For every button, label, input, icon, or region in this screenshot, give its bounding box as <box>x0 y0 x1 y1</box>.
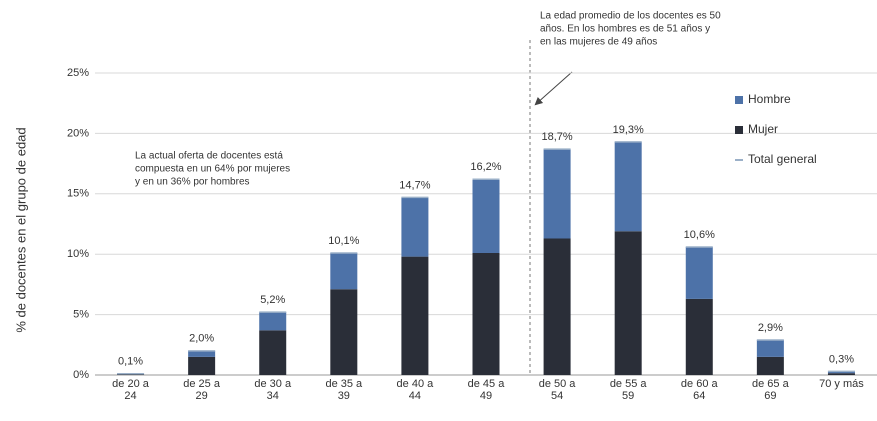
data-label: 0,1% <box>118 356 143 368</box>
legend-swatch <box>735 96 743 104</box>
y-tick-label: 5% <box>73 309 89 321</box>
legend-label: Mujer <box>748 122 778 136</box>
x-tick: de 25 a 29 <box>183 378 220 402</box>
data-label: 18,7% <box>541 131 572 143</box>
bar-segment <box>330 289 358 375</box>
bar-segment <box>117 374 145 375</box>
bar-segment <box>614 231 642 375</box>
bar-segment <box>188 350 216 357</box>
bar-segment <box>614 141 642 232</box>
bar-segment <box>401 197 429 257</box>
data-label: 5,2% <box>260 294 285 306</box>
y-tick-label: 25% <box>67 67 89 79</box>
x-tick: de 35 a 39 <box>325 378 363 402</box>
x-tick-label: de 55 a 59 <box>609 378 647 402</box>
bar-segment <box>330 252 358 290</box>
x-tick-label: de 65 a 69 <box>752 378 789 402</box>
data-label: 0,3% <box>829 353 854 365</box>
y-tick-label: 20% <box>67 127 89 139</box>
bar-segment <box>543 238 571 375</box>
x-tick-label: 70 y más <box>819 378 864 390</box>
annotation: en las mujeres de 49 años <box>540 37 657 48</box>
x-tick: 70 y más <box>819 378 864 390</box>
y-tick-label: 0% <box>73 369 89 381</box>
x-tick-label: de 60 a 64 <box>680 378 718 402</box>
annotation: años. En los hombres es de 51 años y <box>540 24 710 35</box>
annotation-arrow <box>534 71 573 106</box>
bar-segment <box>685 246 713 299</box>
annotation: La edad promedio de los docentes es 50 <box>540 11 721 22</box>
x-tick: de 55 a 59 <box>609 378 647 402</box>
x-tick: de 65 a 69 <box>752 378 789 402</box>
data-label: 2,9% <box>758 322 783 334</box>
data-label: 14,7% <box>399 179 430 191</box>
data-label: 2,0% <box>189 333 214 345</box>
data-label: 16,2% <box>470 161 501 173</box>
bar-segment <box>756 339 784 357</box>
y-tick-label: 10% <box>67 248 89 260</box>
data-label: 19,3% <box>613 124 644 136</box>
legend-label: Hombre <box>748 92 791 106</box>
x-tick-label: de 20 a 24 <box>112 378 149 402</box>
legend-label: Total general <box>748 152 817 166</box>
x-tick-label: de 50 a 54 <box>538 378 576 402</box>
y-axis-label: % de docentes en el grupo de edad <box>13 127 28 332</box>
bar-segment <box>827 373 855 375</box>
bar-segment <box>472 179 500 253</box>
x-tick: de 45 a 49 <box>467 378 505 402</box>
x-tick-label: de 35 a 39 <box>325 378 363 402</box>
data-label: 10,6% <box>684 229 715 241</box>
bar-segment <box>188 356 216 375</box>
annotation: compuesta en un 64% por mujeres <box>135 164 290 175</box>
x-tick: de 30 a 34 <box>254 378 292 402</box>
data-label: 10,1% <box>328 235 359 247</box>
bar-segment <box>472 252 500 375</box>
x-tick: de 20 a 24 <box>112 378 149 402</box>
x-tick: de 60 a 64 <box>680 378 718 402</box>
bar-segment <box>827 371 855 374</box>
annotation: y en un 36% por hombres <box>135 177 250 188</box>
x-tick-label: de 30 a 34 <box>254 378 292 402</box>
bar-segment <box>543 149 571 239</box>
annotation: La actual oferta de docentes está <box>135 151 283 162</box>
x-tick-label: de 25 a 29 <box>183 378 220 402</box>
x-tick-label: de 45 a 49 <box>467 378 505 402</box>
bar-segment <box>401 256 429 375</box>
legend-swatch <box>735 126 743 134</box>
x-tick-label: de 40 a 44 <box>396 378 434 402</box>
y-tick-label: 15% <box>67 188 89 200</box>
bar-segment <box>259 330 287 375</box>
x-tick: de 40 a 44 <box>396 378 434 402</box>
bar-segment <box>756 356 784 375</box>
bar-segment <box>259 312 287 331</box>
bar-segment <box>685 298 713 375</box>
x-tick: de 50 a 54 <box>538 378 576 402</box>
